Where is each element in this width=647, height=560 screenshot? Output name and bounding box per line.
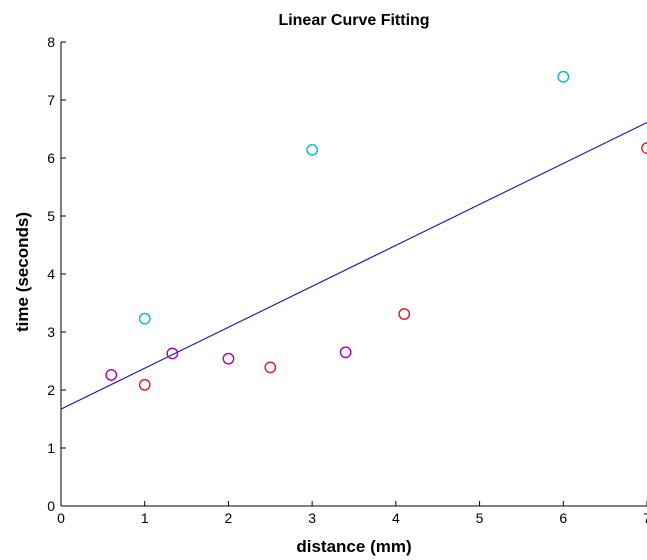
x-tick-label: 7 [643,510,647,526]
x-tick-label: 2 [225,510,233,526]
chart-title: Linear Curve Fitting [278,12,429,29]
y-tick-label: 1 [47,440,55,456]
x-tick-label: 1 [141,510,149,526]
scatter-point [166,347,179,360]
fit-line [60,121,647,410]
scatter-point [557,70,570,83]
y-tick-label: 8 [47,34,55,50]
x-tick-label: 4 [392,510,400,526]
scatter-point [264,361,277,374]
y-tick-label: 3 [47,324,55,340]
scatter-point [138,312,151,325]
scatter-point [306,143,319,156]
y-tick-label: 5 [47,208,55,224]
scatter-point [222,352,235,365]
scatter-point [138,378,151,391]
x-tick-label: 5 [476,510,484,526]
y-tick-label: 4 [47,266,55,282]
scatter-point [339,346,352,359]
scatter-point [641,142,647,155]
ticks: 0 1 2 3 4 5 6 7 0 1 2 3 4 5 6 7 8 [47,34,647,526]
y-tick-label: 6 [47,150,55,166]
y-tick-label: 0 [47,498,55,514]
y-tick-label: 2 [47,382,55,398]
scatter-point [105,369,118,381]
x-tick-label: 0 [57,510,65,526]
marks [60,70,647,410]
y-tick-label: 7 [47,92,55,108]
axes [60,42,647,507]
x-tick-label: 6 [559,510,567,526]
scatter-point [398,308,411,320]
x-tick-label: 3 [308,510,316,526]
x-axis-label: distance (mm) [296,537,411,556]
y-axis-label: time (seconds) [13,212,32,332]
